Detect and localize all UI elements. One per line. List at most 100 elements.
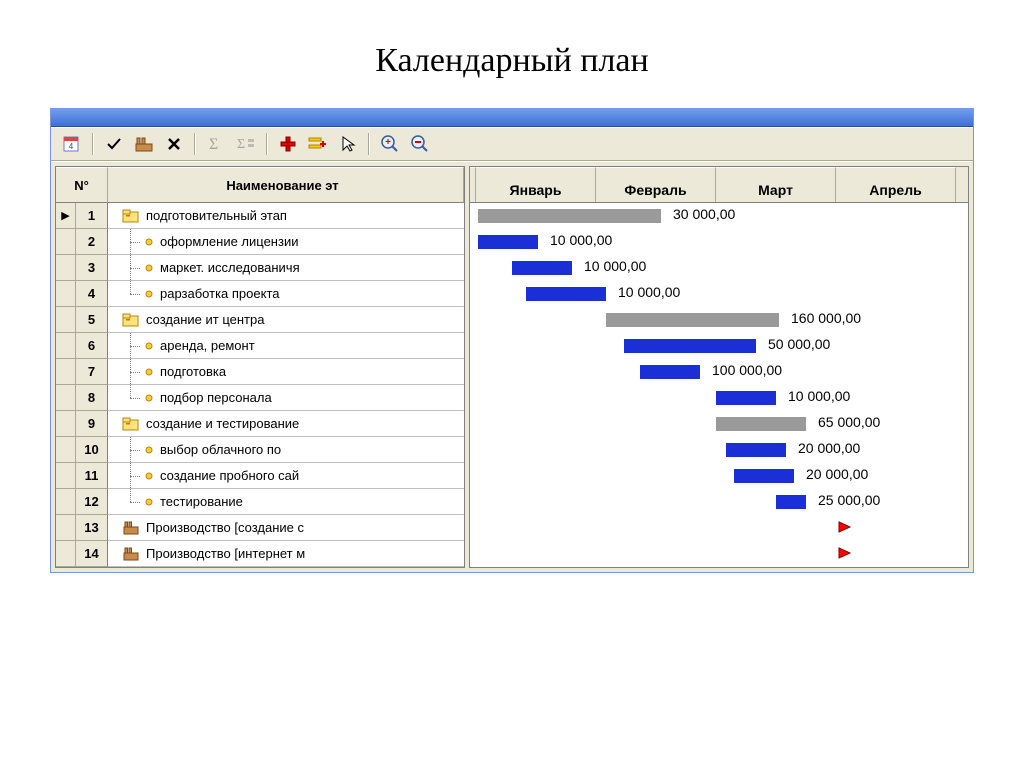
table-row[interactable]: 8подбор персонала: [56, 385, 464, 411]
table-row[interactable]: 3маркет. исследованичя: [56, 255, 464, 281]
row-number: 14: [76, 541, 108, 567]
row-name-cell[interactable]: создание ит центра: [108, 307, 464, 333]
bar-value: 20 000,00: [806, 466, 868, 482]
toolbar-separator: [368, 133, 370, 155]
row-name-cell[interactable]: рарзаботка проекта: [108, 281, 464, 307]
toolbar-factory[interactable]: [130, 131, 158, 157]
row-number: 10: [76, 437, 108, 463]
month-header[interactable]: Апрель: [836, 167, 956, 202]
svg-text:Σ: Σ: [209, 136, 218, 153]
summary-bar[interactable]: [716, 417, 806, 431]
toolbar-insert[interactable]: [304, 131, 332, 157]
row-name-cell[interactable]: подготовительный этап: [108, 203, 464, 229]
table-row[interactable]: 4 рарзаботка проекта: [56, 281, 464, 307]
row-number: 13: [76, 515, 108, 541]
folder-icon: [122, 313, 140, 327]
task-bar[interactable]: [478, 235, 538, 249]
bullet-icon: [144, 289, 154, 299]
milestone-flag[interactable]: [838, 547, 852, 561]
row-number: 3: [76, 255, 108, 281]
toolbar-delete[interactable]: [160, 131, 188, 157]
gantt-row: 30 000,00: [470, 203, 968, 229]
toolbar-zoom-out[interactable]: [406, 131, 434, 157]
delete-icon: [165, 135, 183, 153]
gantt-row: 20 000,00: [470, 437, 968, 463]
task-bar[interactable]: [726, 443, 786, 457]
row-name-cell[interactable]: Производство [интернет м: [108, 541, 464, 567]
toolbar-sigma[interactable]: Σ: [202, 131, 230, 157]
header-name[interactable]: Наименование эт: [108, 167, 464, 203]
table-row[interactable]: 10выбор облачного по: [56, 437, 464, 463]
row-number: 12: [76, 489, 108, 515]
row-name-cell[interactable]: маркет. исследованичя: [108, 255, 464, 281]
table-row[interactable]: 5 создание ит центра: [56, 307, 464, 333]
row-number: 1: [76, 203, 108, 229]
gantt-row: 10 000,00: [470, 229, 968, 255]
month-header[interactable]: Март: [716, 167, 836, 202]
table-row[interactable]: 2оформление лицензии: [56, 229, 464, 255]
row-name-cell[interactable]: подбор персонала: [108, 385, 464, 411]
toolbar-check[interactable]: [100, 131, 128, 157]
month-header[interactable]: Февраль: [596, 167, 716, 202]
task-bar[interactable]: [640, 365, 700, 379]
task-bar[interactable]: [776, 495, 806, 509]
summary-bar[interactable]: [606, 313, 779, 327]
row-name-cell[interactable]: аренда, ремонт: [108, 333, 464, 359]
row-marker: [56, 229, 76, 255]
task-bar[interactable]: [716, 391, 776, 405]
toolbar-calendar-doc[interactable]: 4: [58, 131, 86, 157]
row-marker: [56, 307, 76, 333]
task-bar[interactable]: [734, 469, 794, 483]
toolbar-zoom-in[interactable]: +: [376, 131, 404, 157]
bullet-icon: [144, 367, 154, 377]
toolbar-sigma-stack[interactable]: Σ: [232, 131, 260, 157]
task-name: Производство [создание с: [146, 520, 304, 535]
row-marker: [56, 359, 76, 385]
row-name-cell[interactable]: выбор облачного по: [108, 437, 464, 463]
summary-bar[interactable]: [478, 209, 661, 223]
insert-icon: [307, 135, 329, 153]
row-number: 5: [76, 307, 108, 333]
svg-text:Σ: Σ: [237, 137, 245, 152]
table-row[interactable]: 6аренда, ремонт: [56, 333, 464, 359]
task-table: N° Наименование эт ▶1подготовительный эт…: [55, 166, 465, 568]
task-bar[interactable]: [526, 287, 606, 301]
row-name-cell[interactable]: Производство [создание с: [108, 515, 464, 541]
row-number: 4: [76, 281, 108, 307]
bullet-icon: [144, 471, 154, 481]
bar-value: 10 000,00: [788, 388, 850, 404]
task-bar[interactable]: [624, 339, 756, 353]
task-name: создание ит центра: [146, 312, 264, 327]
row-name-cell[interactable]: создание и тестирование: [108, 411, 464, 437]
gantt-row: 10 000,00: [470, 255, 968, 281]
task-name: рарзаботка проекта: [160, 286, 280, 301]
table-row[interactable]: 12тестирование: [56, 489, 464, 515]
task-table-header: N° Наименование эт: [56, 167, 464, 203]
row-name-cell[interactable]: подготовка: [108, 359, 464, 385]
slide-title: Календарный план: [0, 0, 1024, 108]
table-row[interactable]: 9создание и тестирование: [56, 411, 464, 437]
row-name-cell[interactable]: оформление лицензии: [108, 229, 464, 255]
table-row[interactable]: 7подготовка: [56, 359, 464, 385]
header-number[interactable]: N°: [56, 167, 108, 203]
row-marker: [56, 385, 76, 411]
table-row[interactable]: ▶1подготовительный этап: [56, 203, 464, 229]
task-name: аренда, ремонт: [160, 338, 255, 353]
table-row[interactable]: 11создание пробного сай: [56, 463, 464, 489]
gantt-row: 10 000,00: [470, 385, 968, 411]
row-name-cell[interactable]: тестирование: [108, 489, 464, 515]
bullet-icon: [144, 263, 154, 273]
month-header[interactable]: Январь: [476, 167, 596, 202]
factory-icon: [122, 520, 140, 536]
task-bar[interactable]: [512, 261, 572, 275]
table-row[interactable]: 13 Производство [создание с: [56, 515, 464, 541]
row-marker: [56, 541, 76, 567]
gantt-row: 25 000,00: [470, 489, 968, 515]
folder-icon: [122, 209, 140, 223]
row-name-cell[interactable]: создание пробного сай: [108, 463, 464, 489]
toolbar-plus[interactable]: [274, 131, 302, 157]
table-row[interactable]: 14Производство [интернет м: [56, 541, 464, 567]
milestone-flag[interactable]: [838, 521, 852, 535]
row-number: 8: [76, 385, 108, 411]
toolbar-cursor[interactable]: [334, 131, 362, 157]
